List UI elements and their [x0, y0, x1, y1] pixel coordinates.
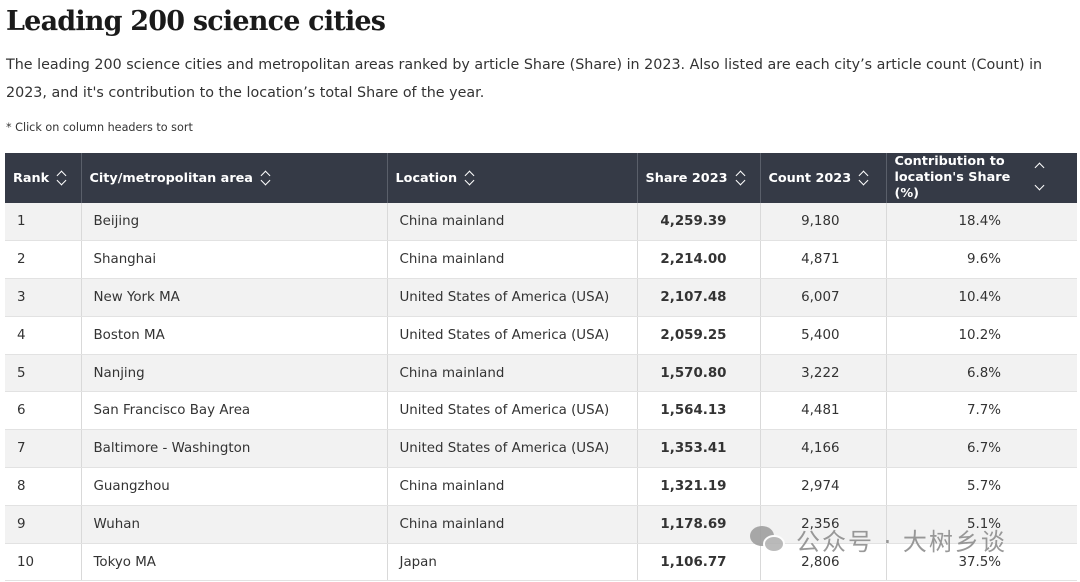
column-header-label: Contribution to location's Share (%)	[894, 154, 1011, 201]
table-row: 4 Boston MA United States of America (US…	[5, 316, 1077, 355]
cell-location: China mainland	[387, 467, 638, 506]
sort-icon[interactable]	[734, 169, 748, 187]
cell-rank: 1	[5, 203, 82, 242]
cell-contribution: 6.8%	[886, 354, 1077, 393]
column-header-share[interactable]: Share 2023	[637, 153, 761, 203]
sort-icon[interactable]	[857, 169, 871, 187]
cell-location: Japan	[387, 543, 638, 582]
cell-contribution: 10.2%	[886, 316, 1077, 355]
cell-location: China mainland	[387, 240, 638, 280]
cell-share: 1,106.77	[637, 543, 761, 582]
cell-city: Boston MA	[81, 316, 388, 355]
column-header-rank[interactable]: Rank	[5, 153, 82, 203]
cell-share: 1,353.41	[637, 429, 761, 469]
cell-count: 4,871	[760, 240, 887, 280]
sort-icon[interactable]	[1033, 163, 1047, 193]
cell-count: 2,806	[760, 543, 887, 582]
cell-count: 2,974	[760, 467, 887, 506]
cell-contribution: 5.7%	[886, 467, 1077, 506]
cell-city: Nanjing	[81, 354, 388, 393]
page-description: The leading 200 science cities and metro…	[6, 57, 1043, 101]
table-row: 1 Beijing China mainland 4,259.39 9,180 …	[5, 203, 1077, 242]
column-header-location[interactable]: Location	[387, 153, 638, 203]
column-header-label: Rank	[13, 170, 50, 186]
cell-location: China mainland	[387, 203, 638, 242]
cell-count: 5,400	[760, 316, 887, 355]
cell-city: Baltimore - Washington	[81, 429, 388, 469]
cell-contribution: 7.7%	[886, 391, 1077, 431]
cell-location: China mainland	[387, 505, 638, 544]
cell-location: United States of America (USA)	[387, 278, 638, 317]
cell-rank: 2	[5, 240, 82, 280]
table-header-row: Rank City/metropolitan area Location Sha…	[5, 153, 1077, 203]
cell-city: Beijing	[81, 203, 388, 242]
cell-location: United States of America (USA)	[387, 316, 638, 355]
cell-contribution: 6.7%	[886, 429, 1077, 469]
sort-icon[interactable]	[463, 169, 477, 187]
cell-rank: 8	[5, 467, 82, 506]
cell-count: 9,180	[760, 203, 887, 242]
sort-hint: * Click on column headers to sort	[6, 121, 193, 134]
cell-count: 6,007	[760, 278, 887, 317]
cell-location: United States of America (USA)	[387, 391, 638, 431]
cell-location: China mainland	[387, 354, 638, 393]
table-row: 6 San Francisco Bay Area United States o…	[5, 391, 1077, 431]
cell-contribution: 10.4%	[886, 278, 1077, 317]
table-row: 10 Tokyo MA Japan 1,106.77 2,806 37.5%	[5, 543, 1077, 582]
cell-count: 4,481	[760, 391, 887, 431]
cell-share: 4,259.39	[637, 203, 761, 242]
cell-city: San Francisco Bay Area	[81, 391, 388, 431]
cell-rank: 9	[5, 505, 82, 544]
column-header-count[interactable]: Count 2023	[760, 153, 887, 203]
cell-rank: 3	[5, 278, 82, 317]
table-row: 2 Shanghai China mainland 2,214.00 4,871…	[5, 240, 1077, 280]
cell-share: 1,564.13	[637, 391, 761, 431]
cell-share: 2,059.25	[637, 316, 761, 355]
cell-contribution: 18.4%	[886, 203, 1077, 242]
cell-contribution: 9.6%	[886, 240, 1077, 280]
cell-share: 2,214.00	[637, 240, 761, 280]
sort-icon[interactable]	[259, 169, 273, 187]
cell-city: Shanghai	[81, 240, 388, 280]
cell-share: 1,178.69	[637, 505, 761, 544]
column-header-label: Location	[395, 170, 458, 186]
cell-rank: 4	[5, 316, 82, 355]
cell-share: 1,321.19	[637, 467, 761, 506]
cell-count: 3,222	[760, 354, 887, 393]
cell-city: Tokyo MA	[81, 543, 388, 582]
column-header-label: Count 2023	[768, 170, 852, 186]
cell-city: New York MA	[81, 278, 388, 317]
cell-count: 4,166	[760, 429, 887, 469]
science-cities-table: Rank City/metropolitan area Location Sha…	[5, 153, 1077, 582]
cell-location: United States of America (USA)	[387, 429, 638, 469]
column-header-label: City/metropolitan area	[89, 170, 253, 186]
sort-icon[interactable]	[55, 169, 69, 187]
page-title: Leading 200 science cities	[6, 6, 386, 37]
column-header-city[interactable]: City/metropolitan area	[81, 153, 388, 203]
column-header-contribution[interactable]: Contribution to location's Share (%)	[886, 153, 1077, 203]
cell-rank: 7	[5, 429, 82, 469]
cell-city: Wuhan	[81, 505, 388, 544]
table-row: 3 New York MA United States of America (…	[5, 278, 1077, 317]
cell-rank: 6	[5, 391, 82, 431]
table-row: 5 Nanjing China mainland 1,570.80 3,222 …	[5, 354, 1077, 393]
cell-rank: 10	[5, 543, 82, 582]
cell-contribution: 5.1%	[886, 505, 1077, 544]
cell-count: 2,356	[760, 505, 887, 544]
cell-share: 1,570.80	[637, 354, 761, 393]
table-row: 9 Wuhan China mainland 1,178.69 2,356 5.…	[5, 505, 1077, 544]
table-row: 7 Baltimore - Washington United States o…	[5, 429, 1077, 469]
cell-rank: 5	[5, 354, 82, 393]
cell-contribution: 37.5%	[886, 543, 1077, 582]
table-row: 8 Guangzhou China mainland 1,321.19 2,97…	[5, 467, 1077, 506]
cell-city: Guangzhou	[81, 467, 388, 506]
column-header-label: Share 2023	[645, 170, 728, 186]
cell-share: 2,107.48	[637, 278, 761, 317]
